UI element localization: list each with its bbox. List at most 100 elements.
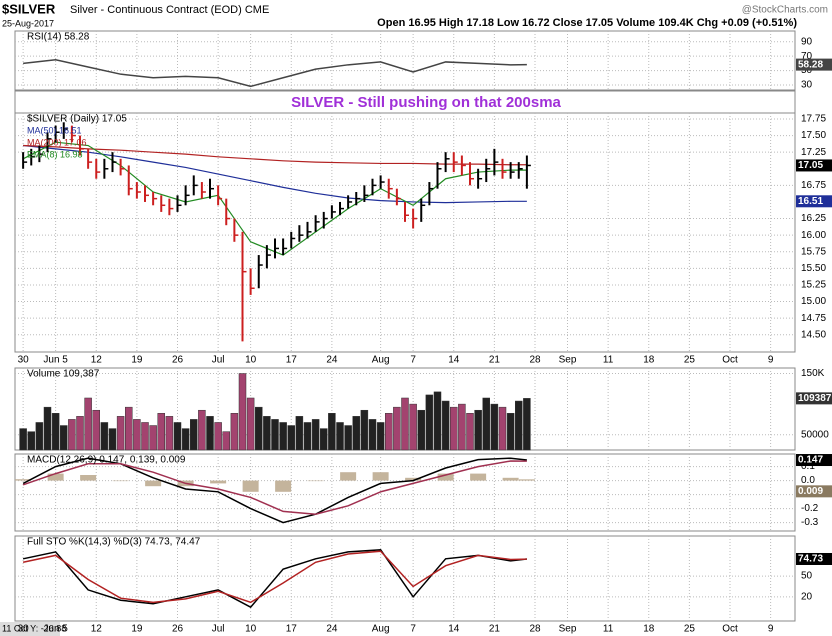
x-tick-label: 11 [603, 355, 614, 366]
y-tick-label: 0.0 [801, 475, 815, 486]
x-tick-label: 18 [643, 624, 655, 635]
volume-bar [295, 416, 304, 451]
volume-bar [490, 403, 499, 451]
volume-bar [149, 425, 157, 451]
y-tick-label: 30 [801, 80, 813, 91]
volume-bar [344, 425, 352, 451]
volume-bar [433, 391, 442, 451]
volume-bar [35, 422, 44, 451]
volume-bar [141, 422, 149, 451]
volume-bar [287, 425, 295, 451]
line [23, 59, 527, 88]
x-tick-label: 12 [91, 355, 103, 366]
y-tick-label: 15.75 [801, 246, 826, 257]
x-tick-label: 14 [448, 624, 460, 635]
x-tick-label: Aug [372, 355, 390, 366]
volume-bar [206, 416, 214, 451]
y-tick-label: 70 [801, 51, 813, 62]
x-tick-label: 7 [410, 624, 416, 635]
y-tick-label: 20 [801, 591, 813, 602]
volume-bar [238, 373, 247, 451]
x-tick-label: 19 [131, 355, 143, 366]
volume-bar [222, 431, 230, 451]
volume-bar [116, 416, 125, 451]
line [22, 549, 527, 609]
volume-bar [303, 422, 312, 451]
volume-bar [19, 428, 27, 451]
volume-bar [133, 419, 141, 451]
x-tick-label: 7 [410, 355, 416, 366]
histogram-bar [242, 480, 259, 492]
x-tick-label: 26 [172, 355, 184, 366]
last-value: 0.147 [798, 455, 823, 466]
volume-bar [214, 422, 222, 451]
x-tick-label: 9 [768, 355, 774, 366]
x-tick-label: Jun 5 [43, 355, 68, 366]
y-tick-label: 17.25 [801, 147, 826, 158]
volume-bar [409, 403, 417, 451]
y-tick-label: -0.3 [801, 517, 819, 528]
volume-bar [51, 413, 60, 451]
volume-bar [385, 413, 393, 451]
histogram-bar [307, 480, 324, 482]
volume-bar [60, 425, 68, 451]
panel-legend: RSI(14) 58.28 [27, 32, 90, 43]
volume-bar [417, 409, 425, 451]
last-value: 109387 [798, 393, 832, 404]
x-tick-label: Oct [722, 355, 738, 366]
x-tick-label: 28 [529, 624, 541, 635]
cursor-readout: 11 Oct Y: -26.88 [2, 623, 66, 633]
description: Silver - Continuous Contract (EOD) CME [70, 4, 269, 16]
date: 25-Aug-2017 [2, 18, 54, 28]
volume-bar [181, 428, 190, 451]
x-tick-label: Jul [212, 624, 225, 635]
histogram-bar [47, 473, 64, 481]
quote: Open 16.95 High 17.18 Low 16.72 Close 17… [377, 17, 797, 29]
y-tick-label: 50 [801, 571, 813, 582]
volume-bar [320, 428, 328, 451]
y-tick-label: 14.50 [801, 329, 826, 340]
y-tick-label: 16.25 [801, 213, 826, 224]
y-tick-label: -0.2 [801, 503, 819, 514]
volume-bar [246, 397, 255, 451]
volume-bar [165, 416, 174, 451]
histogram-bar [372, 472, 389, 481]
panel [14, 112, 796, 353]
volume-bar [482, 397, 490, 451]
y-tick-label: 17.50 [801, 130, 826, 141]
line [23, 144, 527, 166]
x-tick-label: 17 [286, 355, 298, 366]
last-value: 17.05 [798, 160, 823, 171]
y-tick-label: 50000 [801, 429, 829, 440]
y-tick-label: 16.75 [801, 180, 826, 191]
volume-bar [336, 422, 344, 451]
x-tick-label: 24 [326, 624, 338, 635]
last-value-box [796, 195, 832, 208]
volume-bar [393, 406, 401, 451]
volume-bar [401, 397, 409, 451]
x-tick-label: Sep [559, 624, 577, 635]
volume-bar [279, 422, 287, 451]
x-tick-label: Oct [722, 624, 738, 635]
histogram-bar [405, 477, 422, 481]
x-tick-label: 21 [489, 355, 501, 366]
y-tick-label: 90 [801, 36, 813, 47]
volume-bar [198, 409, 206, 451]
last-value-box [796, 392, 832, 405]
line [22, 460, 527, 515]
x-tick-label: 30 [18, 624, 30, 635]
line [23, 144, 527, 204]
histogram-bar [210, 480, 227, 484]
volume-bar [27, 431, 35, 451]
volume-bar [271, 419, 279, 451]
x-tick-label: 11 [603, 624, 614, 635]
volume-bar [328, 413, 336, 451]
cursor-box [0, 622, 60, 636]
last-value-box [796, 485, 832, 498]
volume-bar [190, 419, 198, 451]
y-tick-label: 15.00 [801, 296, 826, 307]
x-tick-label: 28 [529, 355, 541, 366]
line [22, 457, 527, 524]
volume-bar [76, 416, 84, 451]
